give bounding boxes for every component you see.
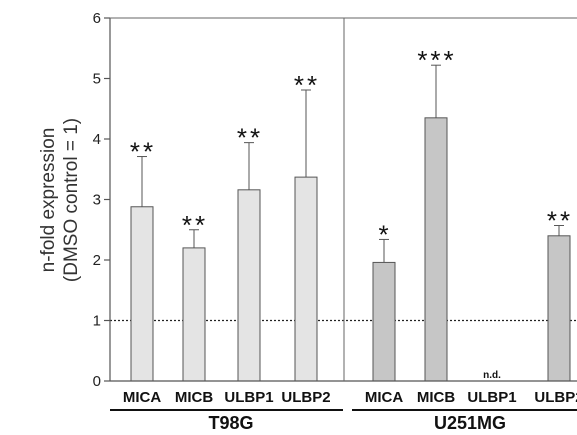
- category-label: MICA: [365, 389, 403, 406]
- not-determined-note: n.d.: [483, 370, 501, 381]
- group-label: U251MG: [434, 413, 506, 433]
- significance-marker: ***: [417, 45, 456, 75]
- bars-layer: [130, 64, 571, 382]
- y-tick-label: 1: [93, 313, 101, 330]
- labels-layer: 0 1 2 3 4 5 6 ** MICA ** MICB ** ULBP1 ** ULBP2 * MICA **…: [93, 10, 577, 433]
- bar: [372, 261, 396, 382]
- axis-layer: [104, 17, 577, 411]
- bar: [182, 247, 206, 382]
- y-tick-label: 6: [93, 10, 101, 27]
- category-label: ULBP1: [467, 389, 516, 406]
- category-label: MICB: [175, 389, 213, 406]
- significance-marker: **: [182, 210, 208, 240]
- bar: [294, 176, 318, 382]
- y-axis-label-line2: (DMSO control = 1): [61, 118, 82, 282]
- y-tick-label: 3: [93, 192, 101, 209]
- bar: [237, 189, 261, 382]
- category-label: MICB: [417, 389, 455, 406]
- significance-marker: **: [294, 70, 320, 100]
- significance-marker: **: [547, 206, 573, 236]
- y-tick-label: 4: [93, 131, 101, 148]
- bar: [547, 235, 571, 382]
- category-label: ULBP2: [534, 389, 577, 406]
- y-tick-label: 0: [93, 373, 101, 390]
- y-tick-label: 2: [93, 252, 101, 269]
- significance-marker: **: [130, 137, 156, 167]
- y-tick-label: 5: [93, 71, 101, 88]
- group-label: T98G: [208, 413, 253, 433]
- significance-marker: *: [378, 219, 391, 249]
- y-axis-label: n-fold expression (DMSO control = 1): [38, 118, 82, 282]
- y-axis-label-line1: n-fold expression: [38, 128, 59, 273]
- category-label: ULBP2: [281, 389, 330, 406]
- bar: [424, 117, 448, 382]
- category-label: ULBP1: [224, 389, 273, 406]
- bar: [130, 206, 154, 382]
- category-label: MICA: [123, 389, 161, 406]
- significance-marker: **: [237, 123, 263, 153]
